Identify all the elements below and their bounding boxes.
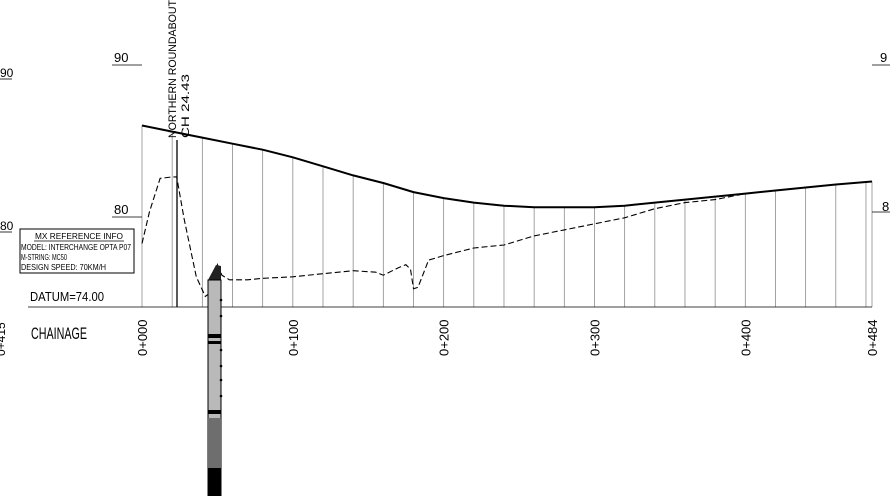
info-box-title: MX REFERENCE INFO	[35, 231, 123, 241]
info-box-frame	[19, 228, 135, 274]
chainage-tick-0+400: 0+400	[738, 319, 753, 356]
borehole-log-marker	[219, 298, 223, 302]
station-grid-lines	[141, 125, 873, 307]
chainage-tick-0+000: 0+000	[135, 319, 150, 356]
borehole-log-marker	[219, 314, 223, 318]
borehole-log-band	[208, 410, 221, 414]
borehole-log-hatched-layer	[208, 418, 221, 468]
borehole-log	[207, 265, 223, 496]
mx-reference-info-box: MX REFERENCE INFO MODEL: INTERCHANGE OPT…	[19, 228, 135, 274]
level-label-left-90: 90	[0, 66, 14, 80]
chainage-tick-0+300: 0+300	[588, 319, 603, 356]
info-box-string: M-STRING: MC50	[21, 252, 67, 262]
borehole-log-marker	[219, 364, 223, 368]
borehole-log-band	[208, 334, 221, 338]
borehole-log-band	[208, 341, 221, 344]
chainage-tick-0+484: 0+484	[865, 319, 880, 356]
existing-ground-line	[141, 124, 873, 209]
borehole-log-marker	[219, 394, 223, 398]
roundabout-name: NORTHERN ROUNDABOUT	[167, 0, 179, 138]
left-edge-chainage-label: 0+415	[0, 322, 8, 356]
borehole-log-marker	[219, 378, 223, 382]
design-profile-line	[141, 176, 873, 298]
info-box-speed: DESIGN SPEED: 70KM/H	[21, 262, 106, 272]
chainage-tick-0+200: 0+200	[437, 319, 452, 356]
level-label-right-90: 9	[880, 50, 887, 65]
roundabout-chainage: CH 24.43	[180, 74, 192, 138]
level-label-axis-80: 80	[114, 202, 128, 217]
borehole-log-cap	[208, 265, 221, 280]
level-label-left-80: 80	[0, 219, 14, 233]
level-label-right-80: 8	[882, 199, 889, 214]
borehole-log-marker	[219, 348, 223, 352]
borehole-log-base-layer	[208, 468, 221, 496]
chainage-label: CHAINAGE	[31, 324, 87, 343]
datum-label: DATUM=74.00	[30, 289, 104, 304]
level-label-axis-90: 90	[114, 50, 128, 65]
chainage-tick-0+100: 0+100	[286, 319, 301, 356]
info-box-model: MODEL: INTERCHANGE OPTA P07	[21, 242, 131, 252]
